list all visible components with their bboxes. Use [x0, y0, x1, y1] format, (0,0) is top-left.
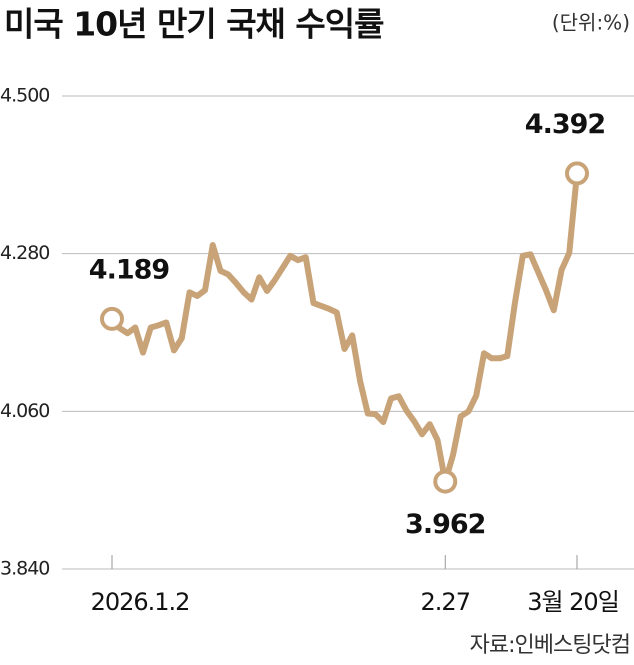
y-tick-label: 4.060: [0, 400, 49, 422]
point-marker: [565, 161, 589, 186]
y-tick-label: 3.840: [0, 558, 49, 580]
y-tick-label: 4.280: [0, 242, 49, 264]
point-marker: [100, 306, 124, 331]
x-tick-label: 2.27: [421, 588, 470, 616]
point-marker: [433, 469, 458, 494]
value-label: 4.189: [89, 254, 170, 285]
unit-label: (단위:%): [552, 11, 630, 35]
x-tick-label: 3월 20일: [527, 588, 619, 616]
chart-title: 미국 10년 만기 국채 수익률: [4, 5, 384, 44]
value-label: 3.962: [405, 509, 485, 540]
value-label: 4.392: [525, 109, 605, 140]
y-tick-label: 4.500: [0, 85, 49, 107]
source: 자료:인베스팅닷컴: [470, 633, 630, 658]
x-tick-label: 2026.1.2: [91, 588, 190, 616]
line: [109, 170, 580, 485]
